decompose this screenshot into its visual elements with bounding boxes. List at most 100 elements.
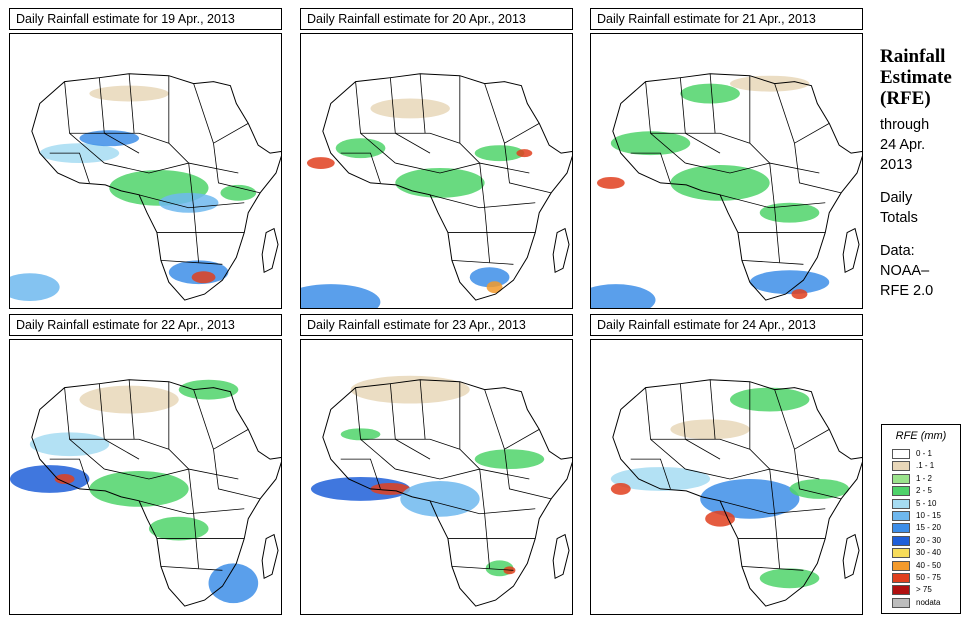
legend-swatch (892, 548, 910, 559)
source-line: NOAA– (880, 263, 930, 279)
rainfall-area (89, 85, 169, 102)
country-border (138, 500, 245, 515)
rainfall-area (79, 385, 179, 414)
coastline (842, 533, 860, 580)
country-border (741, 259, 804, 265)
map-svg (610, 379, 862, 607)
panel-title: Daily Rainfall estimate for 19 Apr., 201… (9, 8, 282, 30)
country-border (484, 83, 505, 144)
rainfall-area (395, 168, 485, 198)
country-border (355, 81, 396, 164)
map-panel-20-apr: Daily Rainfall estimate for 20 Apr., 201… (300, 8, 573, 311)
coastline (31, 379, 281, 607)
legend-swatch (892, 473, 910, 484)
country-border (138, 194, 245, 209)
coastline (322, 379, 572, 607)
country-border (630, 152, 671, 184)
legend-swatch (892, 523, 910, 534)
country-border (769, 469, 781, 569)
country-border (340, 458, 381, 490)
country-border (504, 143, 552, 194)
country-border (479, 469, 491, 569)
country-border (459, 381, 480, 470)
country-border (709, 379, 716, 440)
rainfall-area (306, 157, 335, 170)
date-line: 2013 (880, 157, 913, 173)
coastline (612, 73, 862, 301)
legend-swatch (892, 573, 910, 583)
country-border (794, 143, 842, 194)
rainfall-area (301, 284, 381, 308)
legend-swatch (892, 535, 910, 546)
rainfall-area (729, 387, 810, 412)
country-border (459, 75, 480, 164)
rainfall-area (789, 478, 850, 499)
rainfall-legend: RFE (mm) 0 - 1 .1 - 1 1 - 2 2 - 5 5 - 10 10 -… (881, 424, 961, 614)
rainfall-area (670, 419, 750, 440)
rainfall-area (340, 428, 381, 441)
country-border (630, 458, 671, 490)
rainfall-area (208, 563, 259, 604)
legend-label: 1 - 2 (916, 473, 933, 483)
legend-swatch (892, 585, 910, 596)
rainfall-area (610, 482, 631, 495)
country-border (794, 449, 842, 500)
rainfall-area (610, 131, 691, 156)
rainfall-area (486, 281, 503, 294)
rainfall-area (474, 145, 525, 162)
coastline (31, 73, 281, 301)
map-svg (10, 379, 281, 607)
legend-swatch (892, 498, 910, 509)
legend-label: 10 - 15 (916, 511, 941, 520)
country-border (160, 259, 223, 265)
legend-label: 20 - 30 (916, 535, 941, 545)
data-label: Data: (880, 243, 915, 259)
rainfall-area (729, 75, 810, 92)
rainfall-area (791, 289, 808, 300)
legend-swatch (892, 449, 910, 459)
map-panel-23-apr: Daily Rainfall estimate for 23 Apr., 201… (300, 314, 573, 617)
through-label: through (880, 117, 930, 133)
country-border (213, 449, 261, 500)
map-svg (591, 73, 862, 308)
africa-rainfall-map (9, 339, 282, 615)
country-border (49, 458, 90, 490)
legend-title: RFE (mm) (895, 430, 947, 442)
country-border (774, 83, 795, 144)
country-border (650, 438, 750, 450)
sidebar-description: Rainfall Estimate (RFE) through 24 Apr. … (880, 46, 966, 301)
panel-title: Daily Rainfall estimate for 21 Apr., 201… (590, 8, 863, 30)
country-border (685, 468, 820, 480)
coastline (552, 533, 570, 580)
rainfall-area (516, 149, 533, 158)
country-border (741, 565, 804, 571)
coastline (552, 227, 570, 274)
country-border (395, 468, 530, 480)
country-border (168, 381, 189, 470)
country-border (419, 379, 426, 440)
rainfall-area (469, 267, 510, 288)
africa-rainfall-map (9, 33, 282, 309)
legend-swatch (892, 511, 910, 521)
map-panel-21-apr: Daily Rainfall estimate for 21 Apr., 201… (590, 8, 863, 311)
country-border (193, 83, 214, 144)
country-border (160, 565, 223, 571)
map-svg (301, 73, 572, 308)
legend-label: 30 - 40 (916, 548, 941, 558)
rainfall-area (400, 480, 480, 517)
country-border (69, 132, 169, 144)
rainfall-area (474, 449, 545, 470)
rainfall-area (220, 184, 257, 201)
rainfall-area (29, 432, 110, 457)
legend-label: 5 - 10 (916, 498, 937, 508)
rainfall-area (680, 83, 740, 104)
rainfall-area (596, 176, 625, 189)
country-border (419, 73, 426, 134)
africa-rainfall-map (590, 339, 863, 615)
totals-label: Totals (880, 210, 918, 226)
country-border (429, 194, 536, 209)
legend-swatch (892, 560, 910, 571)
legend-label: > 75 (916, 585, 932, 595)
legend-label: .1 - 1 (916, 461, 935, 471)
rainfall-area (178, 379, 239, 400)
